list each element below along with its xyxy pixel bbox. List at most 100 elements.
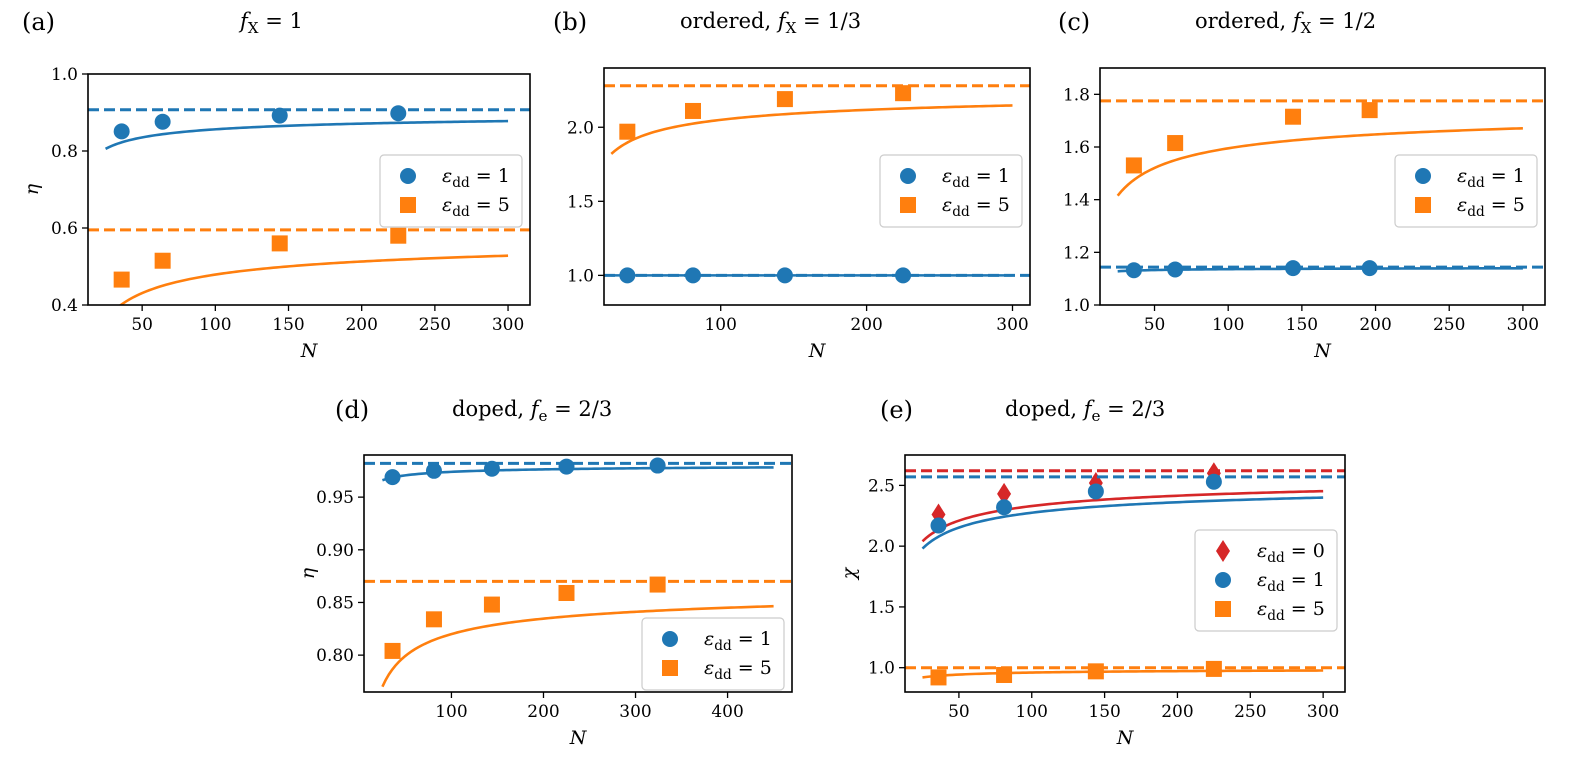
axes-frame	[904, 454, 1346, 693]
panel-title: ordered, fX = 1/2	[1195, 9, 1376, 37]
y-tick-label: 1.2	[1063, 243, 1090, 263]
data-point	[390, 105, 407, 122]
y-axis-label: η	[297, 567, 319, 579]
axes-frame	[87, 73, 531, 306]
x-tick-label: 300	[1307, 702, 1339, 722]
data-point	[1167, 261, 1184, 278]
legend-marker	[1216, 540, 1230, 562]
x-tick-label: 150	[1286, 315, 1318, 335]
legend: εdd = 1 εdd = 5	[879, 154, 1023, 228]
fit-curve	[118, 254, 509, 305]
data-point	[154, 252, 171, 269]
x-tick-label: 50	[131, 315, 153, 335]
y-tick-label: 1.5	[868, 598, 895, 618]
y-tick-label: 0.6	[51, 219, 78, 239]
data-point	[113, 123, 130, 140]
legend-label: εdd = 1	[442, 165, 510, 191]
legend-label: εdd = 1	[1457, 165, 1525, 191]
y-tick-label: 0.8	[51, 142, 78, 162]
legend: εdd = 1 εdd = 5	[379, 154, 523, 228]
data-point	[113, 271, 130, 288]
legend-marker	[1215, 572, 1231, 588]
data-point	[930, 669, 947, 686]
fit-curve	[382, 466, 774, 482]
y-axis-label: χ	[838, 566, 860, 581]
data-point	[271, 235, 288, 252]
x-tick-label: 150	[272, 315, 304, 335]
x-tick-label: 400	[711, 702, 743, 722]
plot-area	[364, 457, 792, 688]
legend: εdd = 1 εdd = 5	[641, 617, 785, 691]
panel-a: (a) fX = 1 50 100 150 200 250 300 0.4 0.6 0.8 1.0 Nη…	[21, 8, 531, 362]
axes-frame	[1099, 67, 1546, 306]
panel-c: (c) ordered, fX = 1/2 50 100 150 200 250 300 1.0…	[1058, 8, 1546, 362]
data-point	[684, 102, 701, 119]
data-point	[1361, 260, 1378, 277]
data-point	[1285, 108, 1302, 125]
panel-title: doped, fe = 2/3	[1005, 397, 1165, 425]
fit-curve	[610, 104, 1013, 155]
data-point	[483, 460, 500, 477]
legend-marker	[662, 660, 678, 676]
axes-frame	[363, 454, 793, 693]
legend-marker	[400, 168, 416, 184]
data-point	[1285, 260, 1302, 277]
x-tick-label: 200	[345, 315, 377, 335]
fit-curve	[921, 489, 1324, 543]
data-point	[996, 499, 1013, 516]
x-tick-label: 250	[1433, 315, 1465, 335]
x-axis-label: N	[569, 727, 588, 749]
data-point	[930, 517, 947, 534]
panel-label: (a)	[22, 8, 55, 36]
legend-marker	[1415, 168, 1431, 184]
data-point	[649, 457, 666, 474]
y-tick-label: 1.0	[868, 659, 895, 679]
data-point	[558, 458, 575, 475]
fit-curve	[1116, 126, 1523, 197]
panel-b: (b) ordered, fX = 1/3 100 200 300 1.0 1.5 2.0 Nε…	[553, 8, 1031, 362]
data-point	[649, 576, 666, 593]
data-point	[996, 666, 1013, 683]
plot-area	[905, 462, 1345, 686]
plot-area	[604, 84, 1030, 284]
fit-curve	[381, 604, 774, 688]
data-point	[1361, 102, 1378, 119]
y-tick-label: 0.90	[316, 541, 354, 561]
x-axis-label: N	[1313, 340, 1332, 362]
legend-label: εdd = 1	[942, 165, 1010, 191]
data-point	[483, 596, 500, 613]
x-tick-label: 50	[948, 702, 970, 722]
legend: εdd = 0 εdd = 1 εdd = 5	[1194, 529, 1338, 632]
y-tick-label: 2.0	[567, 118, 594, 138]
x-tick-label: 200	[850, 315, 882, 335]
y-tick-label: 1.6	[1063, 138, 1090, 158]
fit-curve	[921, 496, 1324, 550]
x-axis-label: N	[1116, 727, 1135, 749]
x-tick-label: 50	[1144, 315, 1166, 335]
y-tick-label: 0.85	[316, 593, 354, 613]
x-tick-label: 300	[492, 315, 524, 335]
data-point	[154, 113, 171, 130]
y-tick-label: 1.0	[567, 266, 594, 286]
data-point	[1087, 483, 1104, 500]
y-tick-label: 1.4	[1063, 191, 1090, 211]
y-axis-label: η	[21, 183, 43, 195]
x-tick-label: 100	[1016, 702, 1048, 722]
x-tick-label: 300	[1507, 315, 1539, 335]
legend-label: εdd = 5	[942, 194, 1010, 220]
x-axis-label: N	[300, 340, 319, 362]
x-tick-label: 100	[199, 315, 231, 335]
legend-marker	[400, 197, 416, 213]
legend-label: εdd = 0	[1257, 540, 1325, 566]
legend-label: εdd = 1	[1257, 569, 1325, 595]
legend-marker	[1215, 601, 1231, 617]
legend-label: εdd = 5	[704, 657, 772, 683]
legend-label: εdd = 5	[1257, 598, 1325, 624]
data-point	[1167, 135, 1184, 152]
x-tick-label: 100	[704, 315, 736, 335]
x-tick-label: 250	[1234, 702, 1266, 722]
y-tick-label: 2.0	[868, 537, 895, 557]
data-point	[1205, 660, 1222, 677]
data-point	[425, 611, 442, 628]
